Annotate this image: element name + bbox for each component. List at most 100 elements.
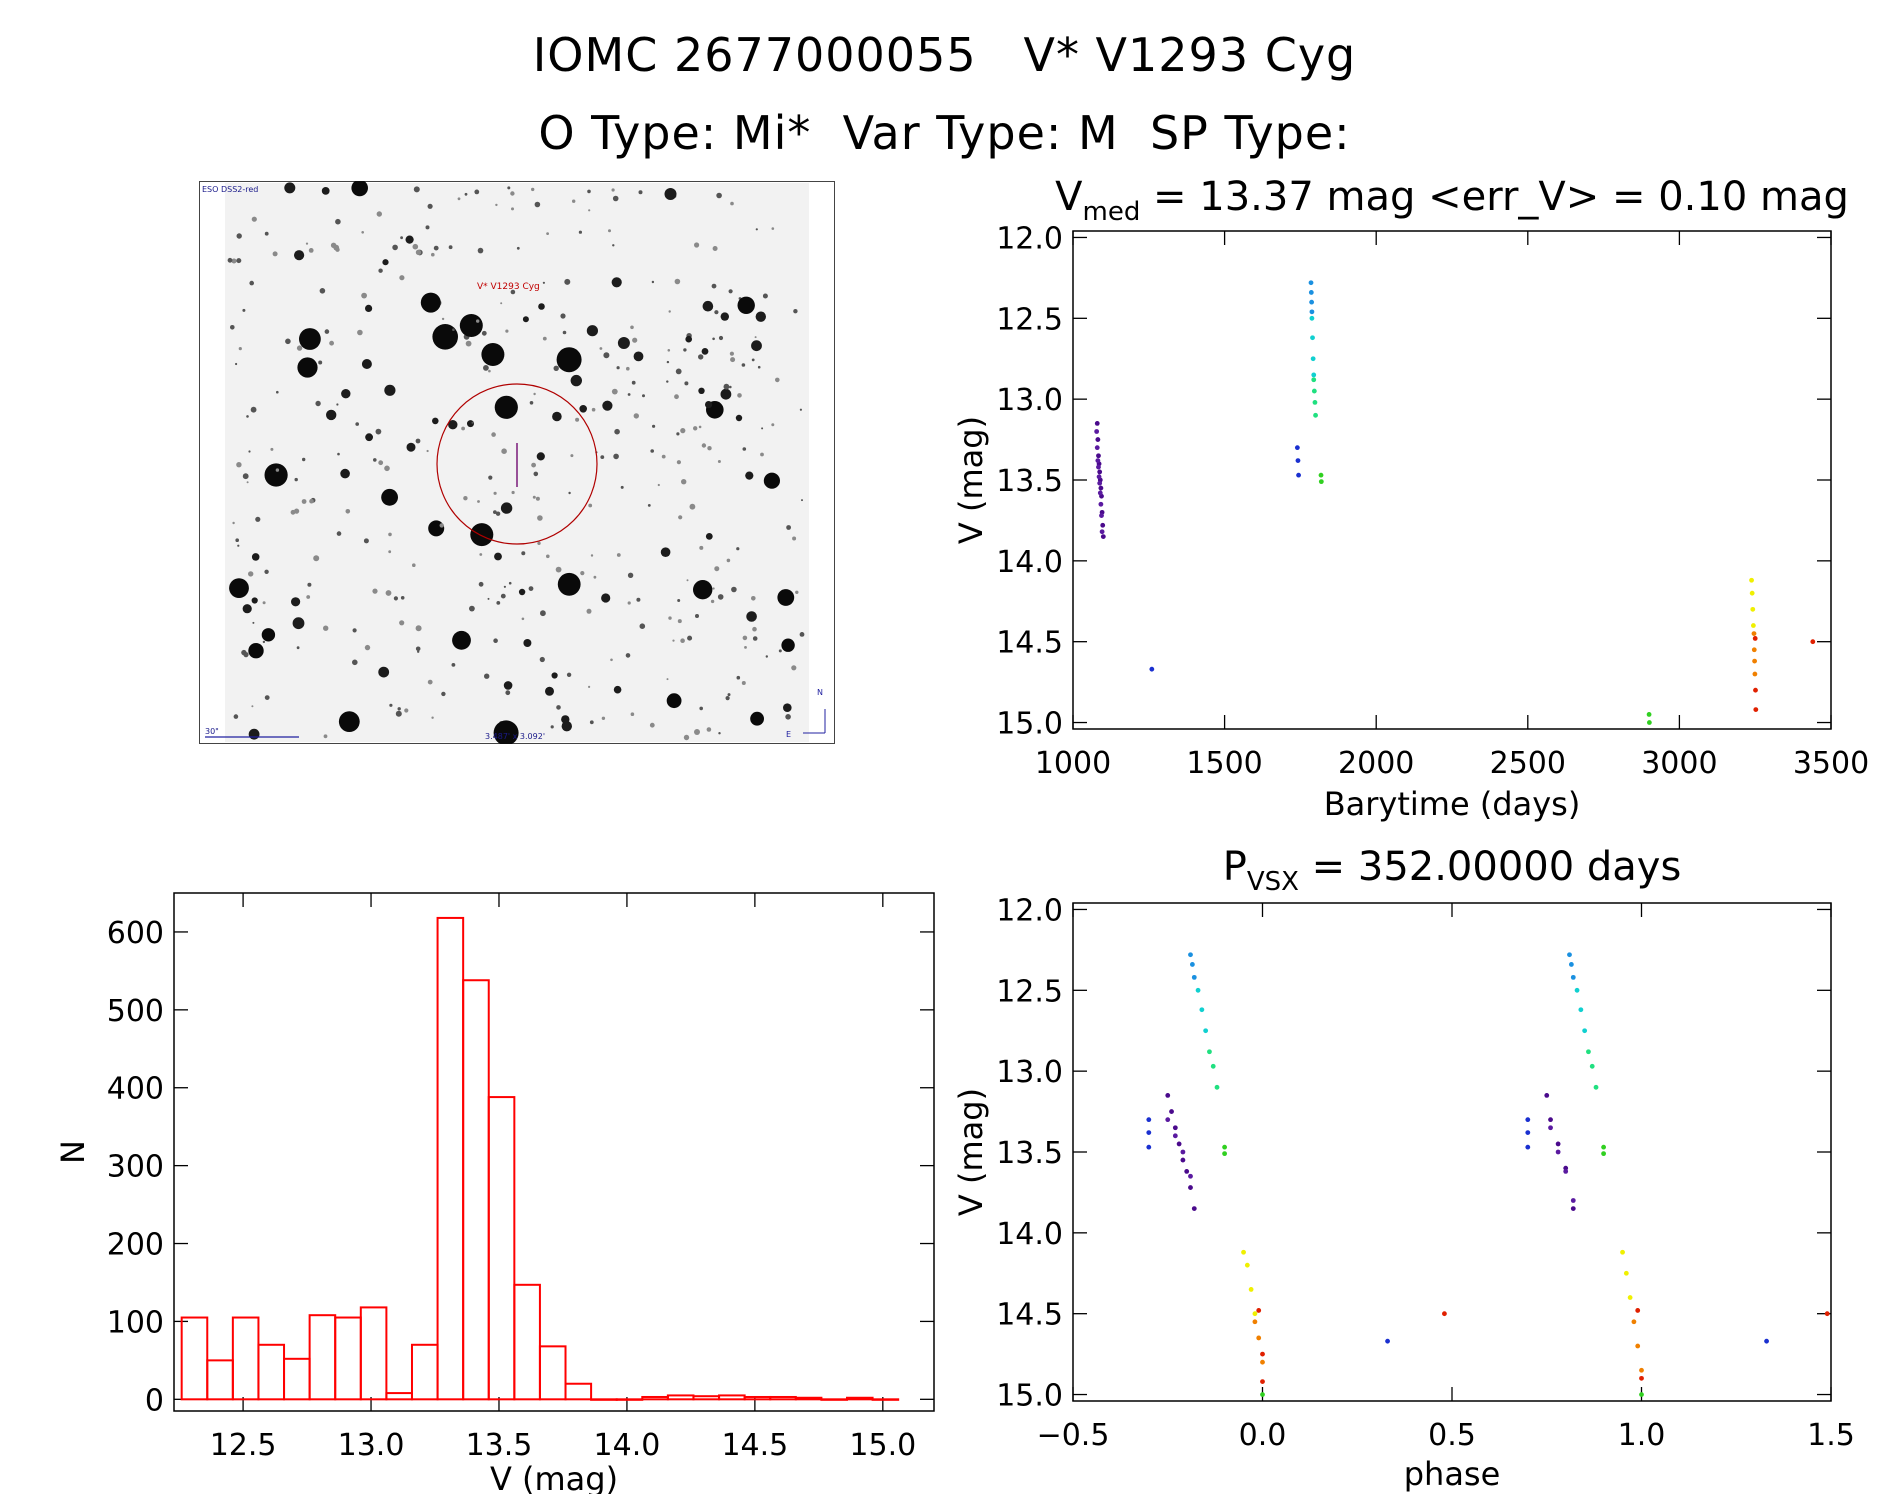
histogram-bar — [334, 1316, 362, 1401]
star — [385, 590, 392, 596]
star — [685, 335, 692, 343]
star — [533, 471, 539, 477]
star — [737, 393, 742, 398]
star — [801, 499, 803, 502]
star — [566, 672, 572, 677]
star — [465, 340, 472, 347]
star — [754, 336, 757, 339]
star — [683, 348, 687, 352]
star — [302, 457, 306, 462]
lightcurve-point — [1309, 315, 1315, 321]
star — [555, 566, 562, 573]
lightcurve-point — [1753, 707, 1759, 712]
phased-lightcurve-chart: −0.5 0.0 0.5 1.0 1.5 12.0 12.5 13.0 13.5 14.0 14.5… — [952, 844, 1855, 1493]
star — [494, 395, 518, 419]
star — [335, 218, 341, 225]
star — [676, 460, 681, 465]
phased-point — [1601, 1144, 1606, 1150]
star — [666, 678, 669, 681]
star — [272, 251, 278, 257]
star — [588, 209, 591, 212]
star — [452, 630, 471, 650]
lightcurve-x-tick-label: 1000 — [1035, 746, 1111, 781]
star — [510, 289, 516, 295]
star — [735, 414, 743, 422]
star — [632, 337, 638, 343]
star — [238, 347, 242, 351]
histogram-y-tick-label: 100 — [107, 1305, 164, 1340]
star — [441, 317, 445, 321]
lightcurve-point — [1309, 299, 1315, 305]
star — [677, 599, 681, 602]
phased-y-tick-label: 12.5 — [996, 974, 1063, 1009]
star — [395, 710, 402, 717]
star — [762, 293, 768, 299]
star — [511, 207, 514, 211]
histogram-bar — [436, 916, 465, 1401]
star — [649, 722, 655, 728]
star — [352, 659, 358, 666]
star — [494, 552, 502, 561]
star — [705, 533, 713, 540]
star — [771, 227, 775, 230]
histogram-bar — [641, 1395, 669, 1401]
star — [338, 711, 360, 732]
lightcurve-point — [1752, 658, 1757, 664]
lightcurve-title: Vmed = 13.37 mag <err_V> = 0.10 mag — [1055, 174, 1849, 227]
star — [603, 352, 610, 359]
star — [742, 635, 748, 641]
phased-point — [1172, 1133, 1178, 1139]
star — [341, 389, 351, 399]
star — [496, 601, 501, 605]
star — [291, 597, 301, 607]
star — [235, 362, 238, 366]
phased-point — [1385, 1338, 1390, 1344]
star — [718, 335, 724, 341]
star — [479, 553, 483, 556]
star — [717, 460, 721, 463]
star — [761, 427, 764, 430]
star — [755, 228, 758, 231]
star — [431, 716, 434, 719]
lightcurve-point — [1094, 429, 1100, 434]
star — [601, 593, 611, 603]
phased-y-tick-label: 15.0 — [996, 1379, 1063, 1414]
star — [633, 351, 644, 362]
histogram-bar — [692, 1395, 721, 1401]
star — [336, 531, 342, 536]
phased-point — [1631, 1319, 1637, 1325]
star — [795, 590, 799, 594]
star — [474, 189, 480, 195]
star — [384, 465, 390, 472]
star — [294, 508, 300, 514]
star — [518, 588, 526, 596]
phased-point — [1525, 1117, 1531, 1123]
lightcurve-y-tick-label: 12.5 — [996, 302, 1063, 337]
lightcurve-x-tick-label: 2500 — [1490, 746, 1566, 781]
star — [602, 400, 613, 411]
phased-point — [1189, 962, 1195, 967]
phased-point — [1589, 1063, 1595, 1069]
fov-label: 3.487' x 3.092' — [485, 732, 545, 741]
phased-y-tick-label: 14.5 — [996, 1298, 1063, 1333]
phased-point — [1570, 974, 1576, 980]
phased-point — [1222, 1144, 1227, 1150]
star — [477, 247, 484, 254]
star — [556, 347, 582, 373]
star — [243, 652, 249, 658]
star — [329, 340, 334, 346]
compass-north-label: N — [817, 688, 823, 697]
star — [668, 616, 672, 620]
lightcurve-point — [1295, 458, 1301, 463]
star — [608, 229, 611, 233]
star — [439, 523, 444, 528]
histogram-bar — [564, 1382, 593, 1401]
star — [698, 354, 704, 360]
star — [742, 447, 747, 451]
histogram-x-tick-label: 14.0 — [594, 1428, 661, 1463]
star — [650, 449, 654, 453]
star — [694, 242, 700, 248]
star — [425, 225, 430, 230]
star — [542, 336, 547, 341]
star — [672, 639, 675, 642]
